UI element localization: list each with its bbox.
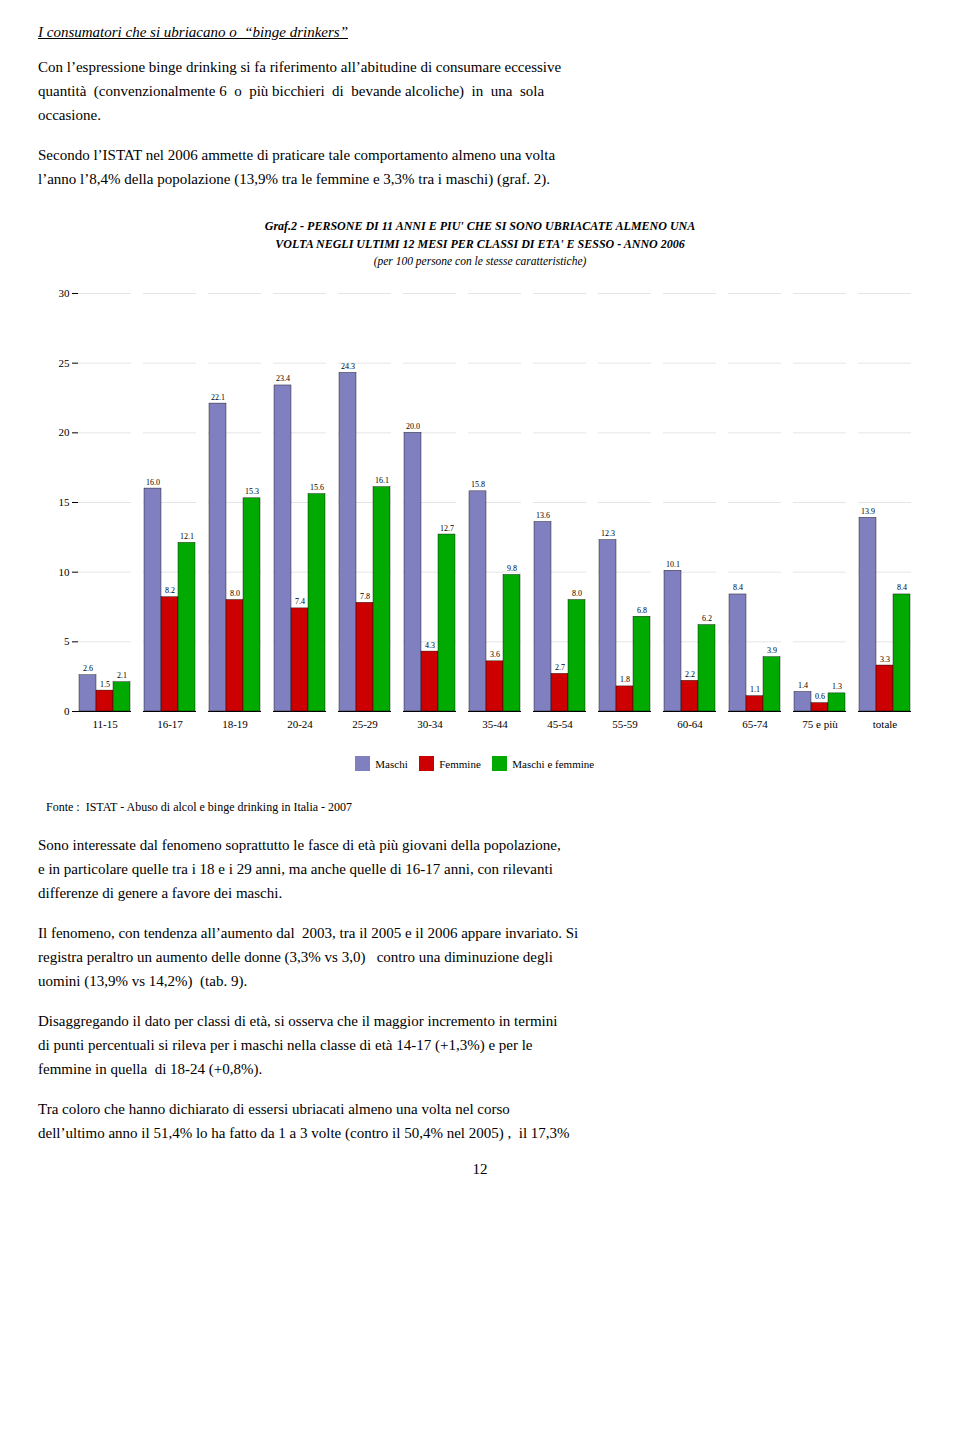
svg-text:15.3: 15.3 (245, 487, 259, 496)
svg-text:8.2: 8.2 (165, 586, 175, 595)
svg-text:3.6: 3.6 (490, 650, 500, 659)
svg-text:6.2: 6.2 (702, 614, 712, 623)
svg-text:7.4: 7.4 (295, 597, 305, 606)
svg-text:1.4: 1.4 (798, 681, 808, 690)
html-text:e in particolare quelle tra i: e in particolare quelle tra i 18 e i 29 … (38, 860, 553, 877)
html-text:differenze di genere a favore: differenze di genere a favore dei maschi… (38, 884, 283, 901)
svg-text:12.1: 12.1 (180, 532, 194, 541)
svg-text:11-15: 11-15 (92, 718, 118, 730)
svg-text:9.8: 9.8 (507, 564, 517, 573)
svg-text:20: 20 (59, 426, 71, 438)
svg-text:60-64: 60-64 (677, 718, 703, 730)
svg-text:8.0: 8.0 (230, 589, 240, 598)
svg-text:totale: totale (873, 718, 898, 730)
svg-text:4.3: 4.3 (425, 641, 435, 650)
svg-text:10: 10 (59, 566, 71, 578)
svg-text:15: 15 (59, 496, 71, 508)
html-text:di punti percentuali si rileva: di punti percentuali si rileva per i mas… (38, 1036, 533, 1053)
svg-text:35-44: 35-44 (482, 718, 508, 730)
svg-text:3.3: 3.3 (880, 655, 890, 664)
svg-text:5: 5 (64, 635, 70, 647)
html-text:occasione.: occasione. (38, 107, 101, 123)
svg-text:12.3: 12.3 (601, 529, 615, 538)
html-text:l’anno l’8,4% della popolazion: l’anno l’8,4% della popolazione (13,9% t… (38, 171, 550, 187)
svg-text:20.0: 20.0 (406, 422, 420, 431)
svg-text:13.6: 13.6 (536, 511, 550, 520)
svg-text:16-17: 16-17 (157, 718, 183, 730)
html-text:Secondo l’ISTAT nel 2006 ammet: Secondo l’ISTAT nel 2006 ammette di prat… (38, 147, 556, 163)
svg-text:65-74: 65-74 (742, 718, 768, 730)
svg-text:75 e più: 75 e più (802, 718, 838, 730)
svg-text:20-24: 20-24 (287, 718, 313, 730)
svg-text:2.7: 2.7 (555, 663, 565, 672)
svg-text:13.9: 13.9 (861, 507, 875, 516)
html-text:(per 100 persone con le stesse: (per 100 persone con le stesse caratteri… (373, 255, 587, 267)
svg-text:0: 0 (64, 705, 70, 717)
html-text:Graf.2 - PERSONE DI 11 ANNI E: Graf.2 - PERSONE DI 11 ANNI E PIU' CHE S… (264, 219, 696, 251)
svg-text:30: 30 (59, 287, 71, 299)
html-text:dell’ultimo anno il 51,4% lo h: dell’ultimo anno il 51,4% lo ha fatto da… (38, 1124, 570, 1141)
html-text:uomini (13,9% vs 14,2%) (tab.: uomini (13,9% vs 14,2%) (tab. 9). (38, 972, 248, 989)
html-text:Maschi e femmine: Maschi e femmine (512, 757, 595, 770)
svg-text:16.1: 16.1 (375, 476, 389, 485)
svg-text:16.0: 16.0 (146, 478, 160, 487)
svg-text:8.4: 8.4 (733, 583, 743, 592)
html-text:quantità (convenzionalmente 6: quantità (convenzionalmente 6 o più bicc… (38, 83, 545, 99)
svg-text:23.4: 23.4 (276, 374, 290, 383)
svg-text:18-19: 18-19 (222, 718, 248, 730)
svg-text:2.2: 2.2 (685, 670, 695, 679)
svg-text:8.4: 8.4 (897, 583, 907, 592)
html-text:Fonte : ISTAT - Abuso di alcol: Fonte : ISTAT - Abuso di alcol e binge d… (46, 799, 353, 814)
svg-text:1.5: 1.5 (100, 680, 110, 689)
html-text:registra peraltro un aumento d: registra peraltro un aumento delle donne… (38, 948, 553, 965)
html-text:Femmine: Femmine (439, 757, 481, 770)
svg-text:10.1: 10.1 (666, 560, 680, 569)
svg-text:1.8: 1.8 (620, 675, 630, 684)
html-text:femmine in quella di 18-24 (+0: femmine in quella di 18-24 (+0,8%). (38, 1060, 263, 1077)
svg-text:6.8: 6.8 (637, 606, 647, 615)
html-text:Con l’espressione binge drinki: Con l’espressione binge drinking si fa r… (38, 59, 562, 75)
svg-text:25: 25 (59, 357, 71, 369)
svg-text:2.6: 2.6 (83, 664, 93, 673)
html-text:Disaggregando il dato per clas: Disaggregando il dato per classi di età,… (38, 1012, 558, 1029)
html-text:12: 12 (472, 1160, 488, 1177)
svg-text:1.1: 1.1 (750, 685, 760, 694)
svg-text:24.3: 24.3 (341, 362, 355, 371)
svg-text:2.1: 2.1 (117, 671, 127, 680)
svg-text:45-54: 45-54 (547, 718, 573, 730)
svg-text:1.3: 1.3 (832, 682, 842, 691)
html-text:Sono interessate dal fenomeno: Sono interessate dal fenomeno soprattutt… (38, 836, 561, 853)
svg-text:12.7: 12.7 (440, 524, 454, 533)
svg-text:15.8: 15.8 (471, 480, 485, 489)
html-text:Tra coloro che hanno dichiarat: Tra coloro che hanno dichiarato di esser… (38, 1100, 510, 1117)
svg-text:55-59: 55-59 (612, 718, 638, 730)
svg-text:22.1: 22.1 (211, 393, 225, 402)
svg-text:8.0: 8.0 (572, 589, 582, 598)
svg-text:25-29: 25-29 (352, 718, 378, 730)
html-text:Il fenomeno, con tendenza all’: Il fenomeno, con tendenza all’aumento da… (38, 924, 579, 941)
html-text:Maschi: Maschi (375, 757, 408, 770)
svg-text:0.6: 0.6 (815, 692, 825, 701)
svg-text:30-34: 30-34 (417, 718, 443, 730)
svg-text:7.8: 7.8 (360, 592, 370, 601)
svg-text:3.9: 3.9 (767, 646, 777, 655)
svg-text:15.6: 15.6 (310, 483, 324, 492)
html-text:I consumatori che si ubriacano: I consumatori che si ubriacano o “binge … (38, 24, 348, 40)
